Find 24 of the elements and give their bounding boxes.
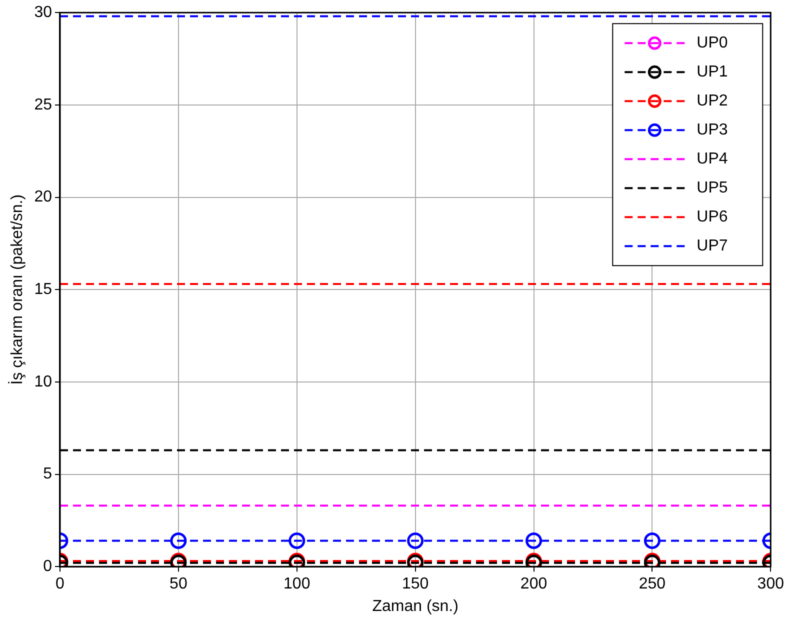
x-tick-label: 100 <box>284 576 310 593</box>
x-tick-label: 0 <box>56 576 65 593</box>
y-tick-label: 30 <box>34 4 52 22</box>
x-tick-label: 150 <box>402 576 429 593</box>
y-tick-label: 0 <box>43 558 52 576</box>
x-tick-label: 200 <box>520 576 548 593</box>
y-tick-label: 15 <box>34 281 52 298</box>
y-tick-label: 20 <box>34 188 52 206</box>
y-tick-label: 10 <box>34 373 52 390</box>
y-tick-label: 5 <box>43 466 52 483</box>
legend-label: UP2 <box>696 92 728 110</box>
y-axis-title: İş çıkarım oranı (paket/sn.) <box>8 194 26 385</box>
legend-label: UP4 <box>696 150 728 168</box>
x-tick-label: 50 <box>170 576 188 593</box>
legend-label: UP5 <box>696 180 728 197</box>
y-tick-label: 25 <box>34 96 52 114</box>
x-axis-title: Zaman (sn.) <box>372 598 458 615</box>
legend-label: UP0 <box>696 34 728 52</box>
legend-label: UP3 <box>696 122 728 139</box>
legend-label: UP1 <box>696 64 728 81</box>
x-tick-label: 300 <box>757 576 784 593</box>
x-tick-label: 250 <box>638 576 666 593</box>
legend-label: UP6 <box>696 208 728 226</box>
legend-label: UP7 <box>696 238 728 255</box>
